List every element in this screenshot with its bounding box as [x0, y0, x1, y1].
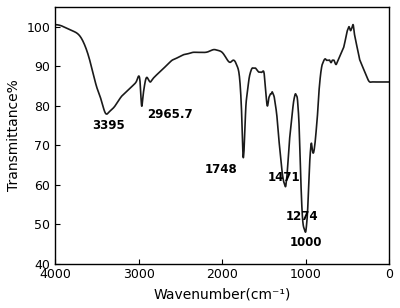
- Text: 2965.7: 2965.7: [147, 108, 193, 121]
- Text: 1471: 1471: [268, 171, 301, 184]
- Text: 1748: 1748: [204, 163, 237, 176]
- Text: 1000: 1000: [289, 236, 322, 249]
- X-axis label: Wavenumber(cm⁻¹): Wavenumber(cm⁻¹): [154, 287, 291, 301]
- Y-axis label: Transmittance%: Transmittance%: [7, 79, 21, 191]
- Text: 1274: 1274: [286, 210, 318, 223]
- Text: 3395: 3395: [92, 120, 125, 132]
